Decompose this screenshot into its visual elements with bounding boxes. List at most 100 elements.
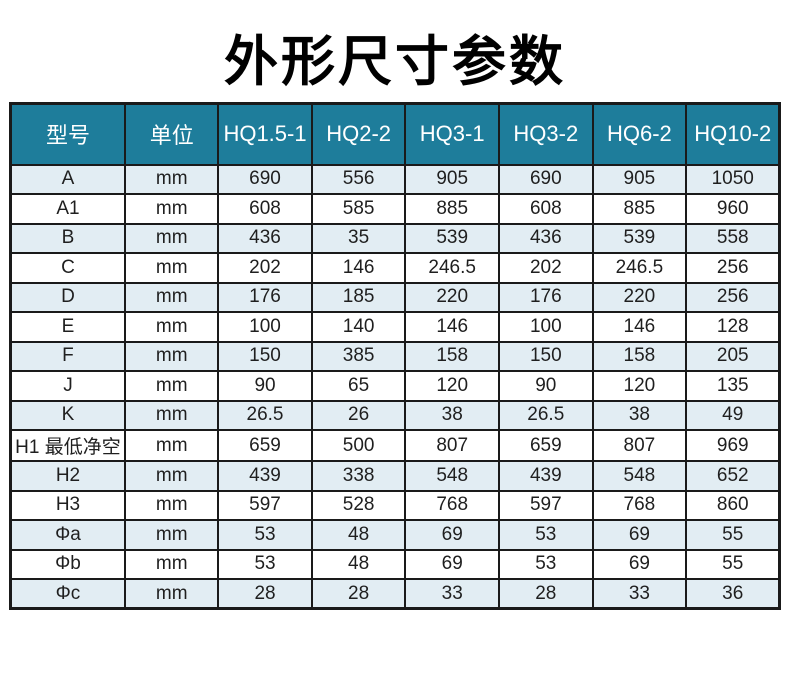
- table-row: Φa mm 53 48 69 53 69 55: [9, 519, 781, 551]
- unit-cell: mm: [124, 519, 220, 551]
- value-cell: 556: [310, 163, 407, 195]
- row-label: H1 最低净空: [9, 429, 127, 462]
- value-cell: 128: [685, 311, 781, 343]
- row-label: A: [9, 163, 127, 195]
- value-cell: 1050: [685, 163, 781, 195]
- value-cell: 120: [591, 370, 688, 402]
- value-cell: 690: [498, 163, 594, 195]
- value-cell: 608: [217, 193, 313, 225]
- value-cell: 28: [310, 578, 407, 610]
- value-cell: 35: [310, 222, 407, 254]
- table-row: H2 mm 439 338 548 439 548 652: [9, 460, 781, 492]
- row-label: Φb: [9, 548, 127, 580]
- value-cell: 69: [404, 519, 500, 551]
- value-cell: 135: [685, 370, 781, 402]
- value-cell: 338: [310, 460, 407, 492]
- unit-cell: mm: [124, 460, 220, 492]
- value-cell: 969: [685, 429, 781, 462]
- value-cell: 65: [310, 370, 407, 402]
- value-cell: 55: [685, 548, 781, 580]
- value-cell: 246.5: [404, 252, 500, 284]
- value-cell: 436: [217, 222, 313, 254]
- value-cell: 220: [591, 281, 688, 313]
- value-cell: 690: [217, 163, 313, 195]
- value-cell: 500: [310, 429, 407, 462]
- value-cell: 256: [685, 281, 781, 313]
- value-cell: 205: [685, 340, 781, 372]
- value-cell: 49: [685, 399, 781, 431]
- value-cell: 120: [404, 370, 500, 402]
- value-cell: 860: [685, 489, 781, 521]
- row-label: E: [9, 311, 127, 343]
- value-cell: 807: [404, 429, 500, 462]
- value-cell: 548: [591, 460, 688, 492]
- value-cell: 558: [685, 222, 781, 254]
- table-row: Φc mm 28 28 33 28 33 36: [9, 578, 781, 610]
- row-label: D: [9, 281, 127, 313]
- value-cell: 436: [498, 222, 594, 254]
- unit-cell: mm: [124, 429, 220, 462]
- value-cell: 905: [404, 163, 500, 195]
- value-cell: 38: [404, 399, 500, 431]
- value-cell: 652: [685, 460, 781, 492]
- value-cell: 55: [685, 519, 781, 551]
- row-label: J: [9, 370, 127, 402]
- value-cell: 539: [404, 222, 500, 254]
- value-cell: 256: [685, 252, 781, 284]
- value-cell: 528: [310, 489, 407, 521]
- row-label: Φc: [9, 578, 127, 610]
- row-label: K: [9, 399, 127, 431]
- value-cell: 150: [498, 340, 594, 372]
- table-row: H1 最低净空 mm 659 500 807 659 807 969: [9, 429, 781, 462]
- value-cell: 768: [404, 489, 500, 521]
- value-cell: 659: [217, 429, 313, 462]
- value-cell: 26.5: [217, 399, 313, 431]
- column-header: 单位: [124, 102, 220, 166]
- table-row: Φb mm 53 48 69 53 69 55: [9, 548, 781, 580]
- value-cell: 48: [310, 548, 407, 580]
- value-cell: 608: [498, 193, 594, 225]
- value-cell: 28: [217, 578, 313, 610]
- value-cell: 90: [498, 370, 594, 402]
- value-cell: 146: [591, 311, 688, 343]
- column-header: HQ2-2: [310, 102, 407, 166]
- value-cell: 90: [217, 370, 313, 402]
- unit-cell: mm: [124, 370, 220, 402]
- value-cell: 38: [591, 399, 688, 431]
- header-row: 型号 单位 HQ1.5-1 HQ2-2 HQ3-1 HQ3-2 HQ6-2 HQ10-2: [9, 102, 781, 166]
- unit-cell: mm: [124, 163, 220, 195]
- value-cell: 439: [217, 460, 313, 492]
- column-header: HQ6-2: [591, 102, 688, 166]
- row-label: F: [9, 340, 127, 372]
- unit-cell: mm: [124, 252, 220, 284]
- value-cell: 548: [404, 460, 500, 492]
- unit-cell: mm: [124, 340, 220, 372]
- value-cell: 140: [310, 311, 407, 343]
- unit-cell: mm: [124, 578, 220, 610]
- column-header: HQ3-1: [404, 102, 500, 166]
- value-cell: 597: [217, 489, 313, 521]
- value-cell: 146: [310, 252, 407, 284]
- unit-cell: mm: [124, 222, 220, 254]
- value-cell: 53: [217, 548, 313, 580]
- row-label: H3: [9, 489, 127, 521]
- value-cell: 960: [685, 193, 781, 225]
- unit-cell: mm: [124, 281, 220, 313]
- column-header: 型号: [9, 102, 127, 166]
- value-cell: 28: [498, 578, 594, 610]
- value-cell: 36: [685, 578, 781, 610]
- value-cell: 146: [404, 311, 500, 343]
- value-cell: 100: [498, 311, 594, 343]
- value-cell: 659: [498, 429, 594, 462]
- page-title: 外形尺寸参数: [224, 31, 566, 92]
- row-label: Φa: [9, 519, 127, 551]
- value-cell: 905: [591, 163, 688, 195]
- column-header: HQ10-2: [685, 102, 781, 166]
